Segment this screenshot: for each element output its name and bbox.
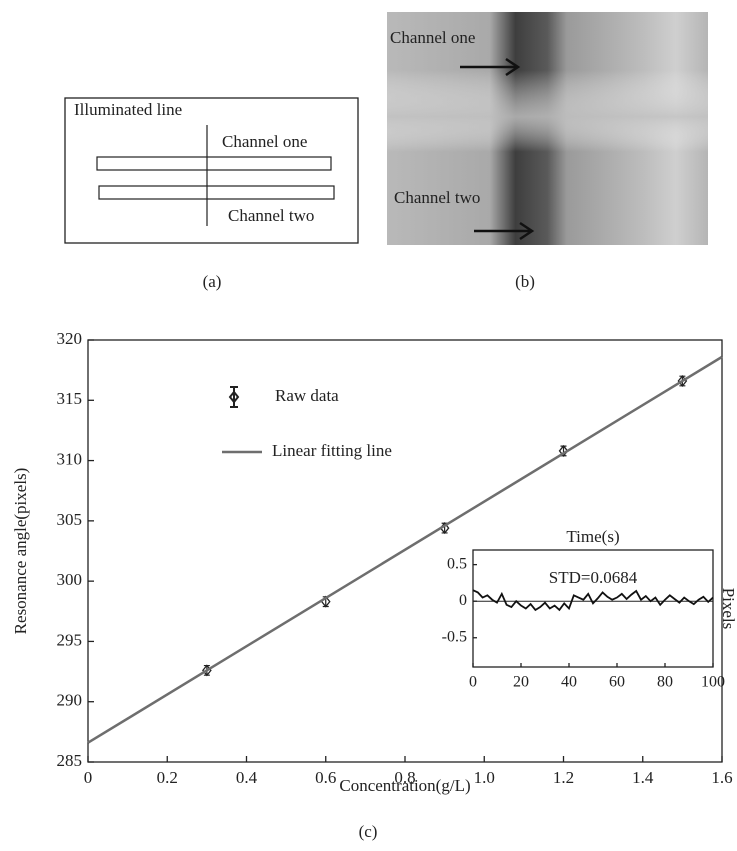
y-axis-label: Pixels [719,588,737,630]
inset-bg [473,550,713,667]
arrow-head [519,221,535,241]
photo-shade [387,12,708,245]
x-tick-label: 0.6 [315,768,336,787]
x-tick-label: 0.8 [394,768,415,787]
x-tick-label: 0.4 [236,768,258,787]
x-tick-label: 80 [657,674,673,691]
y-tick-label: 320 [57,329,83,348]
x-tick-label: 1.6 [711,768,732,787]
diagram: Illuminated line Channel one Channel two… [64,97,359,291]
caption: (b) [515,272,535,291]
y-tick-label: 300 [57,570,83,589]
y-tick-label: 310 [57,449,83,468]
label: Channel two [228,206,314,225]
legend-label: Linear fitting line [272,441,392,460]
x-tick-label: 100 [701,674,725,691]
caption: (c) [359,822,378,841]
x-tick-label: 0 [84,768,93,787]
x-tick-label: 0 [469,674,477,691]
noise-line [472,589,714,612]
annotation: STD=0.0684 [549,568,638,587]
inset-title: Time(s) [566,527,619,546]
arrow-head [505,57,521,77]
y-tick-label: 305 [57,510,83,529]
x-tick-label: 60 [609,674,625,691]
label: Channel one [390,28,475,47]
x-tick-label: 40 [561,674,577,691]
channel-one-rect [96,156,332,171]
y-tick-label: 0 [459,592,467,609]
y-tick-label: 290 [57,691,83,710]
x-tick-label: 1.2 [553,768,574,787]
data-point [558,444,569,457]
legend-label: Raw data [275,386,339,405]
x-tick-label: 1.0 [474,768,495,787]
photo: Channel one Channel two (b) [387,12,708,291]
caption: (a) [203,272,222,291]
main-chart: 0 0.2 0.4 0.6 0.8 1.0 1.2 1.4 1.6 285 290 295 300 305… [11,329,733,841]
channel-two-rect [98,185,335,200]
label: Channel one [222,132,307,151]
fit-line [87,355,723,744]
x-tick-label: 0.2 [157,768,178,787]
y-tick-label: 295 [57,630,83,649]
y-tick-label: -0.5 [442,628,467,645]
x-tick-label: 1.4 [632,768,654,787]
plot-frame [472,549,714,668]
y-axis-label: Resonance angle(pixels) [11,468,30,635]
label: Illuminated line [74,100,182,119]
x-tick-label: 20 [513,674,529,691]
y-tick-label: 0.5 [447,555,467,572]
legend-icon [228,386,240,408]
diagram-frame [64,97,359,244]
y-tick-label: 285 [57,751,83,770]
x-axis-label: Concentration(g/L) [339,776,470,795]
y-tick-label: 315 [57,389,83,408]
label: Channel two [394,188,480,207]
inset-chart: 0 20 40 60 80 100 -0.5 0 0.5 Time(s) STD=0.0684 Pix… [442,527,737,691]
